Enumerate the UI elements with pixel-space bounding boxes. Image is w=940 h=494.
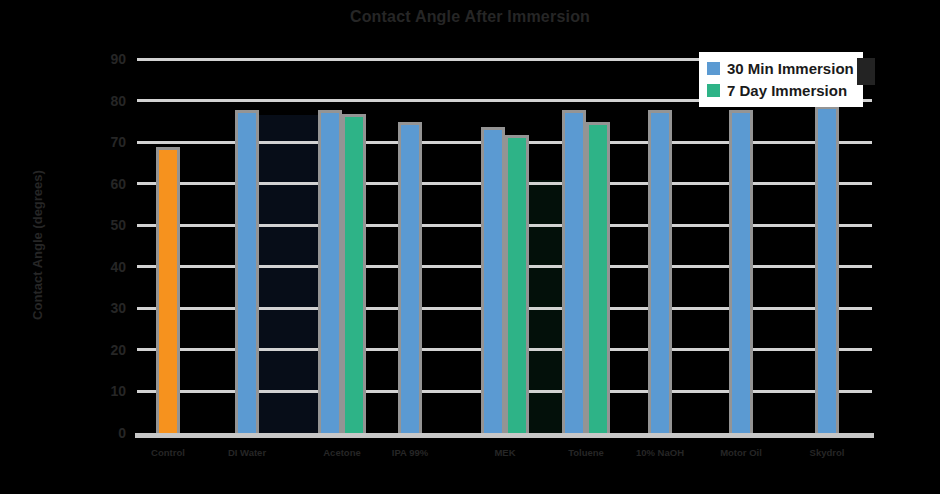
y-axis-label-text: Contact Angle (degrees) (30, 170, 45, 320)
bar-30-min-immersion-cat7 (648, 110, 672, 436)
bar-30-min-immersion-cat6 (562, 110, 586, 436)
y-tick-label-80: 80 (90, 93, 126, 109)
background-tint-navy (253, 115, 322, 433)
bar-30-min-immersion-cat2 (235, 110, 259, 436)
bar-30-min-immersion-cat4 (398, 122, 422, 436)
chart-canvas: Contact Angle After Immersion Contact An… (0, 0, 940, 494)
y-tick-label-90: 90 (90, 51, 126, 67)
legend: 30 Min Immersion 7 Day Immersion (699, 52, 863, 107)
x-tick-label-1: Control (123, 447, 213, 458)
legend-overlay-artifact (857, 58, 875, 85)
legend-label-7day: 7 Day Immersion (727, 82, 847, 99)
x-axis-line (135, 433, 874, 438)
chart-title: Contact Angle After Immersion (0, 8, 940, 26)
y-tick-label-30: 30 (90, 300, 126, 316)
y-tick-label-40: 40 (90, 259, 126, 275)
y-tick-label-0: 0 (90, 425, 126, 441)
x-tick-label-5: MEK (460, 447, 550, 458)
bar-7-day-immersion-cat5 (505, 135, 529, 436)
legend-swatch-7day-icon (707, 84, 720, 97)
bar-control-cat1 (156, 147, 180, 436)
y-tick-label-10: 10 (90, 383, 126, 399)
bar-30-min-immersion-cat3 (318, 110, 342, 436)
bar-30-min-immersion-cat5 (481, 127, 505, 436)
x-tick-label-8: Motor Oil (696, 447, 786, 458)
y-tick-label-20: 20 (90, 342, 126, 358)
bar-7-day-immersion-cat3 (342, 114, 366, 436)
x-tick-label-7: 10% NaOH (615, 447, 705, 458)
bar-7-day-immersion-cat6 (586, 122, 610, 436)
x-tick-label-9: Skydrol (782, 447, 872, 458)
x-tick-label-4: IPA 99% (365, 447, 455, 458)
x-tick-label-2: DI Water (202, 447, 292, 458)
y-tick-label-60: 60 (90, 176, 126, 192)
bar-30-min-immersion-cat9 (815, 106, 839, 436)
legend-item-30min: 30 Min Immersion (707, 57, 855, 79)
legend-item-7day: 7 Day Immersion (707, 79, 855, 101)
legend-label-30min: 30 Min Immersion (727, 60, 854, 77)
bar-30-min-immersion-cat8 (729, 110, 753, 436)
y-tick-label-50: 50 (90, 217, 126, 233)
y-tick-label-70: 70 (90, 134, 126, 150)
legend-swatch-30min-icon (707, 62, 720, 75)
